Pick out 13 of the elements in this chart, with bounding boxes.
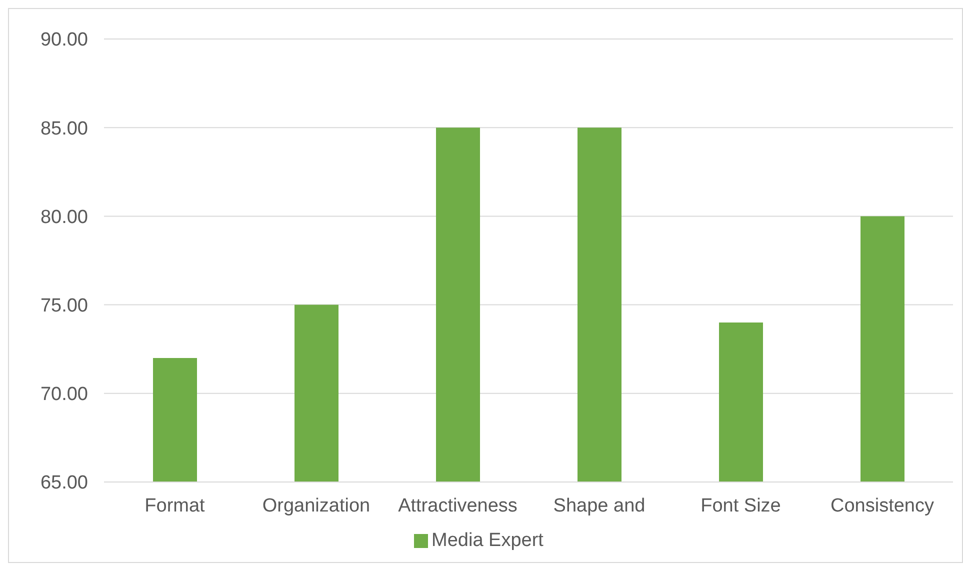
y-tick-label: 75.00 (40, 296, 88, 317)
y-tick-label: 85.00 (40, 118, 88, 140)
x-tick-label: Font Size (700, 495, 781, 516)
y-tick-label: 70.00 (40, 384, 88, 406)
x-tick-label: Shape and (553, 495, 646, 516)
y-tick-label: 80.00 (40, 206, 88, 228)
x-tick-label: Organization (262, 495, 370, 516)
x-tick-label: Format (144, 495, 206, 516)
x-tick-label: Attractiveness (398, 495, 518, 516)
legend-label: Media Expert (432, 530, 544, 551)
y-tick-label: 65.00 (40, 472, 88, 494)
y-tick-label: 90.00 (40, 30, 88, 51)
x-tick-label: Consistency (830, 495, 934, 516)
